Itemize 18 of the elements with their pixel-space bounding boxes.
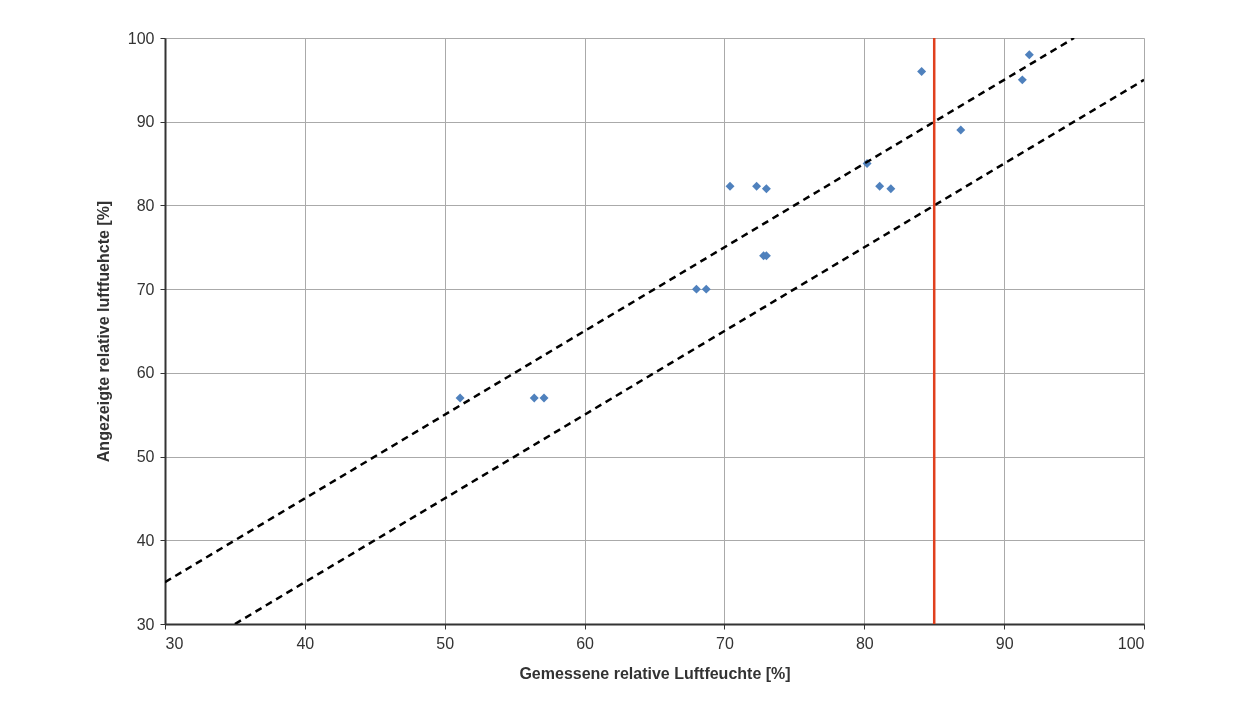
x-tick-label: 40 bbox=[296, 634, 315, 652]
x-axis-title: Gemessene relative Luftfeuchte [%] bbox=[519, 664, 791, 682]
x-tick-label: 90 bbox=[995, 634, 1014, 652]
y-tick-label: 70 bbox=[136, 280, 155, 298]
y-tick-label: 100 bbox=[127, 29, 155, 47]
x-tick-label: 30 bbox=[165, 634, 184, 652]
x-tick-label: 50 bbox=[436, 634, 455, 652]
y-tick-label: 30 bbox=[136, 615, 155, 633]
y-tick-label: 50 bbox=[136, 448, 155, 466]
y-axis-title: Angezeigte relative luftfuehcte [%] bbox=[94, 200, 112, 463]
x-tick-label: 70 bbox=[716, 634, 734, 652]
y-tick-label: 60 bbox=[136, 364, 155, 382]
y-tick-label: 40 bbox=[136, 531, 155, 549]
x-tick-label: 100 bbox=[1117, 634, 1145, 652]
y-tick-label: 90 bbox=[136, 113, 155, 131]
x-tick-label: 80 bbox=[855, 634, 874, 652]
x-tick-label: 60 bbox=[576, 634, 595, 652]
y-tick-label: 80 bbox=[136, 196, 155, 214]
